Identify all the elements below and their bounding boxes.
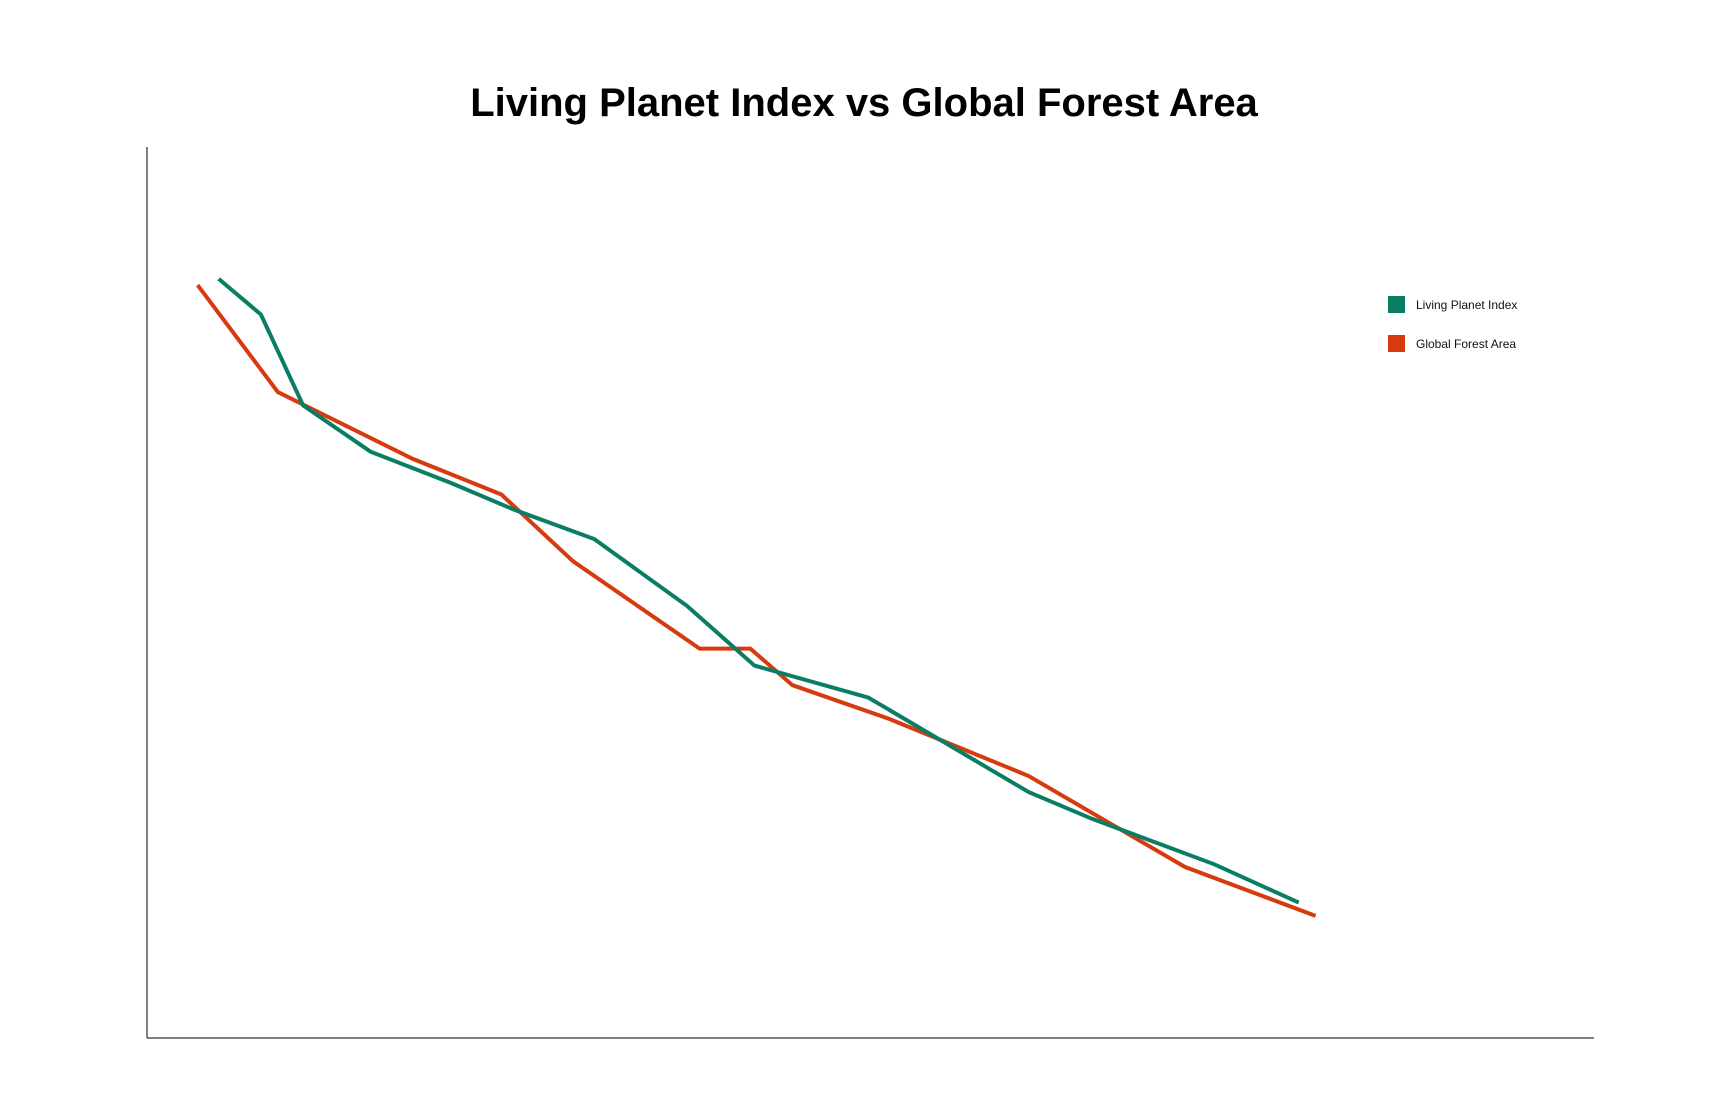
series-line-global-forest-area	[196, 283, 1317, 918]
chart-title: Living Planet Index vs Global Forest Are…	[470, 81, 1258, 125]
series-line-living-planet-index	[217, 277, 1300, 905]
series-layer	[196, 277, 1317, 918]
legend: Living Planet Index Global Forest Area	[1388, 296, 1517, 352]
legend-label-living-planet-index: Living Planet Index	[1416, 298, 1517, 312]
legend-swatch-global-forest-area	[1388, 335, 1405, 352]
legend-label-global-forest-area: Global Forest Area	[1416, 337, 1516, 351]
legend-swatch-living-planet-index	[1388, 296, 1405, 313]
